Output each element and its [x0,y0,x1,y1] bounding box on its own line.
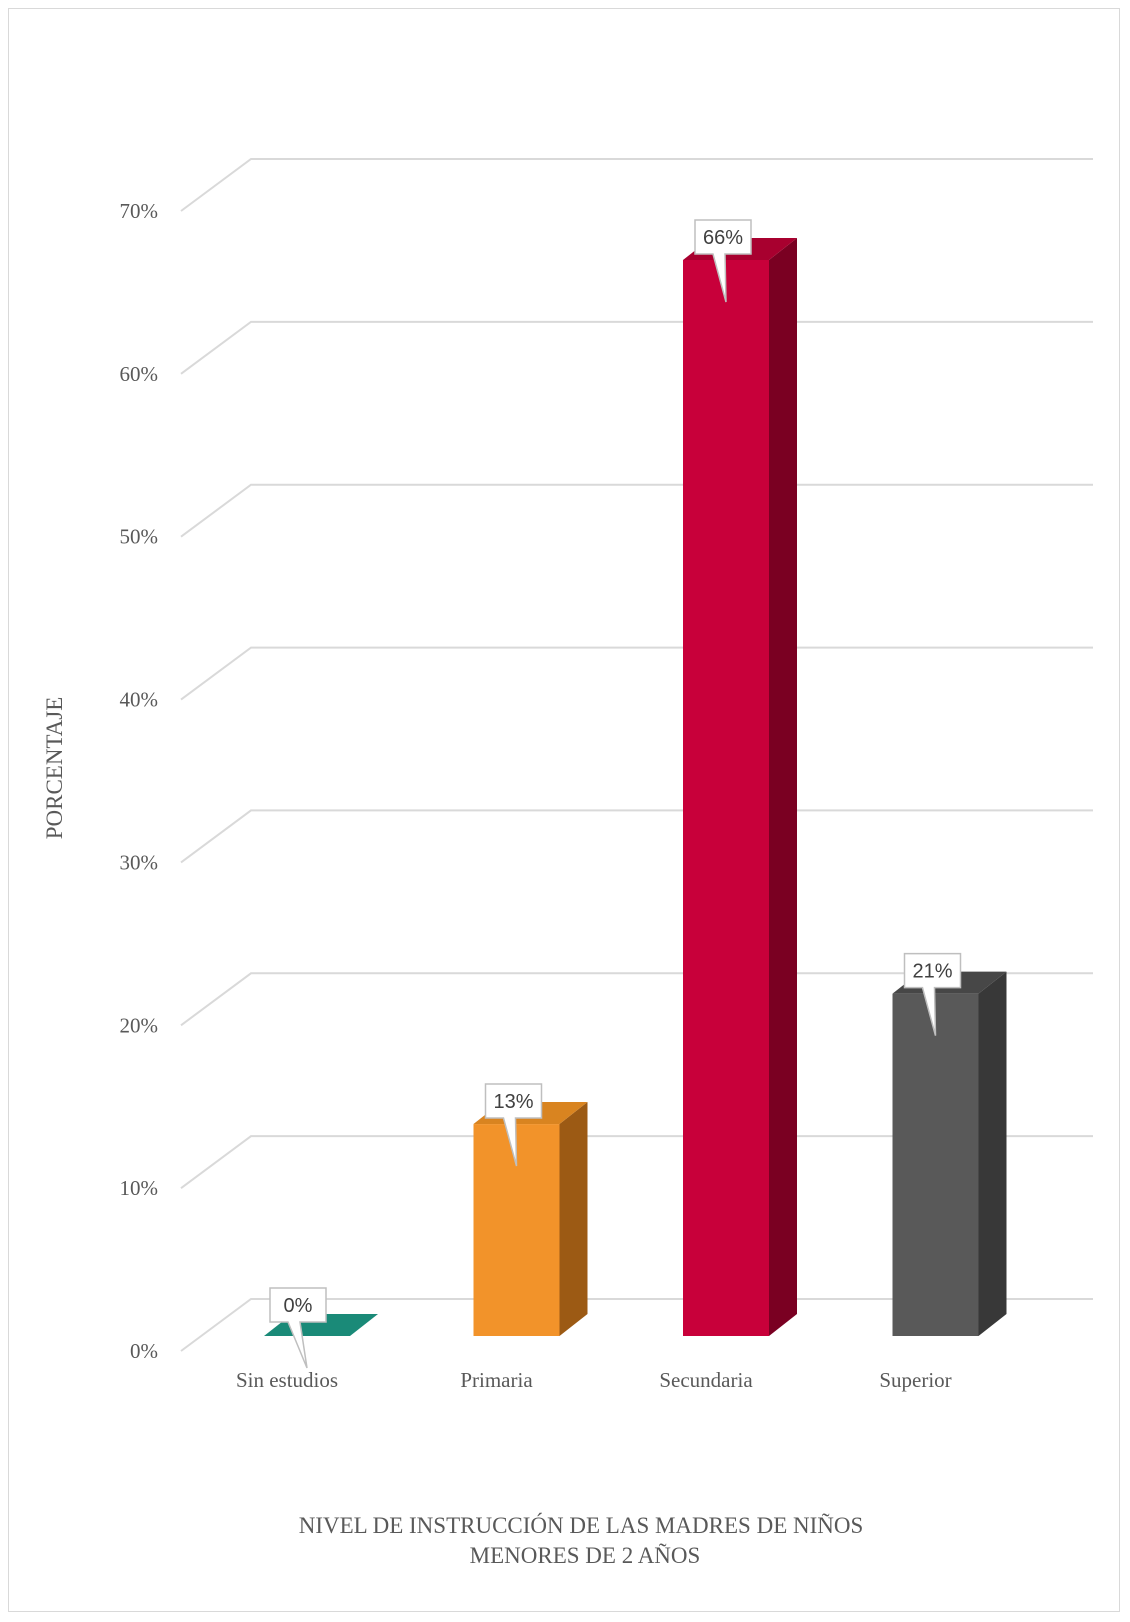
svg-text:66%: 66% [703,227,743,249]
x-axis-title-line-2: MENORES DE 2 AÑOS [470,1543,701,1568]
gridline [180,158,1093,212]
gridline [180,972,1093,1027]
bar-secundaria [683,238,797,1336]
svg-text:21%: 21% [912,961,952,983]
gridline [180,646,1093,701]
gridline [180,1135,1093,1189]
x-axis-title-line-1: NIVEL DE INSTRUCCIÓN DE LAS MADRES DE NI… [299,1512,864,1538]
category-label: Superior [879,1368,951,1392]
y-axis-title: PORCENTAJE [42,697,67,840]
bar-superior [892,971,1007,1336]
category-labels: Sin estudios Primaria Secundaria Superior [236,1368,952,1392]
gridline [180,809,1093,864]
data-label: 0% [269,1287,327,1369]
y-tick-label: 70% [120,199,159,223]
data-label: 21% [903,952,962,1036]
y-tick-label: 60% [120,362,159,386]
bars [264,238,1007,1336]
gridline [180,483,1093,538]
y-tick-label: 20% [120,1013,159,1037]
y-tick-labels: 0% 10% 20% 30% 40% 50% 60% 70% [120,199,159,1363]
data-label: 66% [694,219,752,303]
category-label: Sin estudios [236,1368,338,1392]
data-label: 13% [484,1083,543,1167]
data-labels: 0% 13% 66% 21% [269,219,962,1369]
y-tick-label: 30% [120,850,159,874]
svg-text:0%: 0% [284,1295,313,1317]
y-tick-label: 10% [120,1176,159,1200]
y-tick-label: 0% [130,1339,158,1363]
category-label: Primaria [460,1368,533,1392]
gridline [180,320,1093,375]
svg-text:13%: 13% [493,1091,533,1113]
bar-primaria [473,1102,588,1336]
grid-layer [180,158,1093,1352]
gridline [180,1298,1093,1352]
y-tick-label: 50% [120,525,159,549]
category-label: Secundaria [659,1368,753,1392]
y-tick-label: 40% [120,688,159,712]
